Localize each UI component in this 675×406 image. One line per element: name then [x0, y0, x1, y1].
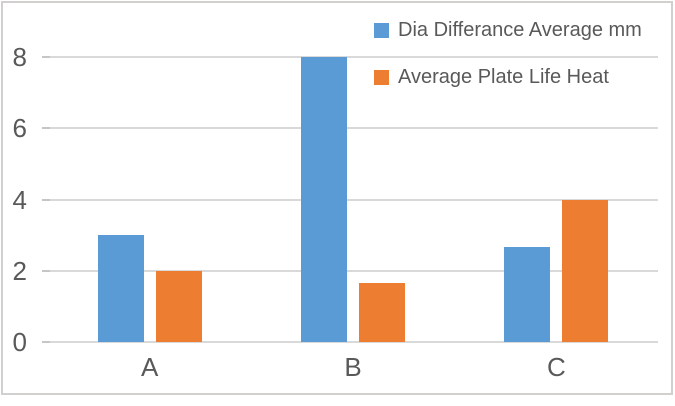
legend-entry-series1: Dia Differance Average mm — [374, 17, 642, 43]
bar-series2-A — [155, 270, 202, 342]
x-tick-label-B: B — [344, 352, 362, 382]
y-tick-label-0: 0 — [12, 327, 27, 357]
y-tick-label-8: 8 — [12, 42, 27, 72]
bar-series1-C — [504, 246, 551, 342]
y-axis-tick-8 — [42, 56, 50, 58]
legend-label-series1: Dia Differance Average mm — [398, 19, 642, 41]
chart-legend: Dia Differance Average mm Average Plate … — [374, 17, 642, 111]
x-tick-label-A: A — [140, 352, 159, 382]
bar-chart: Dia Differance Average mm Average Plate … — [1, 1, 673, 395]
legend-swatch-orange-icon — [374, 69, 389, 85]
legend-swatch-blue-icon — [374, 22, 389, 38]
y-axis-tick-2 — [42, 269, 50, 272]
bar-series2-B — [359, 282, 405, 342]
y-tick-label-4: 4 — [12, 184, 27, 215]
gridline-y-4 — [48, 198, 658, 201]
y-axis-tick-0 — [42, 341, 50, 343]
y-axis-tick-6 — [42, 127, 50, 130]
bar-series2-C — [562, 199, 609, 342]
legend-entry-series2: Average Plate Life Heat — [374, 64, 642, 90]
bar-series1-A — [97, 235, 144, 342]
gridline-y-8 — [48, 56, 658, 58]
y-tick-label-2: 2 — [12, 255, 27, 286]
legend-label-series2: Average Plate Life Heat — [398, 66, 609, 88]
gridline-y-2 — [48, 269, 658, 272]
x-tick-label-C: C — [546, 352, 566, 382]
gridline-y-0 — [48, 341, 658, 343]
plot-area — [48, 56, 658, 343]
y-axis-tick-4 — [42, 198, 50, 201]
bar-series1-B — [301, 57, 347, 342]
gridline-y-6 — [48, 127, 658, 130]
y-tick-label-6: 6 — [12, 113, 27, 144]
